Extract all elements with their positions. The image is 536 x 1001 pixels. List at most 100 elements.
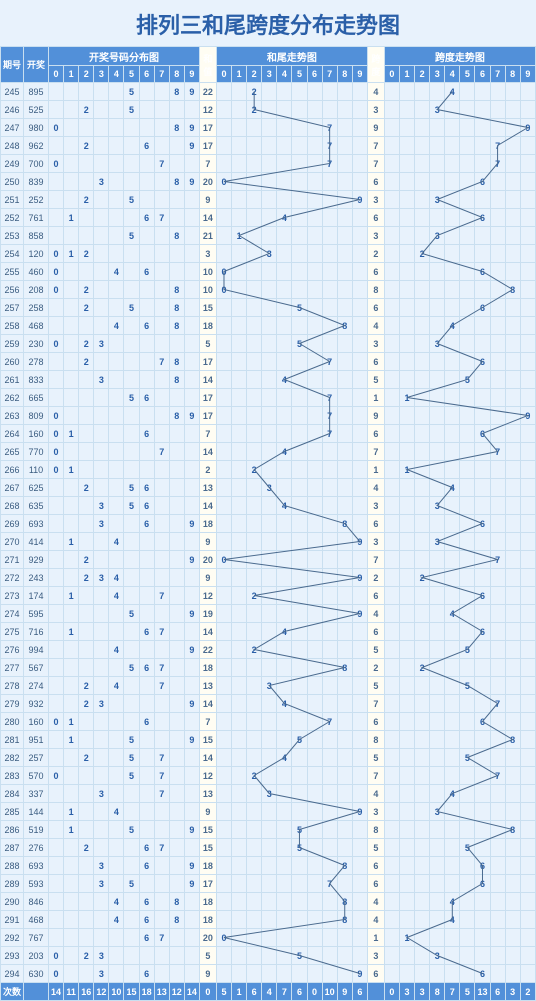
cell-span-trend	[490, 893, 505, 911]
cell-tail	[307, 335, 322, 353]
cell-span-trend	[460, 137, 475, 155]
cell-tail	[232, 803, 247, 821]
cell-tail	[307, 281, 322, 299]
cell-tail	[262, 191, 277, 209]
cell-span-trend	[399, 803, 414, 821]
cell-span-trend	[384, 947, 399, 965]
cell-sum: 18	[199, 515, 216, 533]
cell-dist	[154, 605, 169, 623]
cell-dist	[184, 623, 199, 641]
cell-span-trend	[445, 191, 460, 209]
cell-tail	[322, 821, 337, 839]
cell-dist	[124, 335, 139, 353]
cell-sum: 15	[199, 839, 216, 857]
cell-span-trend	[505, 353, 520, 371]
cell-span-trend	[399, 281, 414, 299]
cell-tail	[337, 587, 352, 605]
cell-dist	[79, 461, 94, 479]
cell-tail	[232, 749, 247, 767]
footer-cell: 2	[520, 983, 535, 1001]
cell-tail	[216, 947, 231, 965]
cell-dist	[49, 749, 64, 767]
cell-tail	[352, 821, 367, 839]
footer-cell: 3	[399, 983, 414, 1001]
cell-span-trend	[505, 407, 520, 425]
table-row: 2801600167766	[1, 713, 536, 731]
cell-span-trend	[505, 209, 520, 227]
cell-draw: 276	[24, 839, 49, 857]
cell-tail	[247, 551, 262, 569]
cell-issue: 288	[1, 857, 24, 875]
cell-span-trend: 1	[399, 389, 414, 407]
cell-dist: 1	[64, 245, 79, 263]
footer-row: 次数14111612101518131214051647601096033875…	[1, 983, 536, 1001]
cell-tail	[216, 587, 231, 605]
cell-span-trend	[505, 947, 520, 965]
cell-span-trend	[430, 245, 445, 263]
cell-span-trend	[490, 497, 505, 515]
cell-span-trend	[490, 875, 505, 893]
cell-tail	[247, 371, 262, 389]
cell-dist	[124, 569, 139, 587]
cell-span-trend	[399, 173, 414, 191]
cell-span-trend	[384, 515, 399, 533]
cell-tail	[232, 767, 247, 785]
cell-span-trend	[445, 461, 460, 479]
cell-issue: 286	[1, 821, 24, 839]
cell-span-trend: 9	[520, 119, 535, 137]
cell-dist	[49, 173, 64, 191]
cell-dist	[94, 299, 109, 317]
cell-dist	[124, 713, 139, 731]
cell-span-trend: 6	[475, 857, 490, 875]
cell-sum: 13	[199, 677, 216, 695]
cell-dist: 8	[169, 299, 184, 317]
cell-tail	[247, 191, 262, 209]
cell-span: 2	[367, 245, 384, 263]
cell-tail: 2	[247, 461, 262, 479]
cell-dist	[64, 191, 79, 209]
cell-span: 7	[367, 155, 384, 173]
cell-dist	[49, 497, 64, 515]
cell-tail	[232, 947, 247, 965]
cell-draw: 257	[24, 749, 49, 767]
cell-tail: 0	[216, 551, 231, 569]
cell-dist: 3	[94, 857, 109, 875]
cell-dist: 6	[139, 389, 154, 407]
cell-dist	[169, 947, 184, 965]
cell-span-trend	[430, 83, 445, 101]
cell-tail	[322, 533, 337, 551]
hdr-digit: 4	[277, 66, 292, 83]
cell-sum: 17	[199, 137, 216, 155]
cell-dist: 2	[79, 245, 94, 263]
cell-dist: 3	[94, 371, 109, 389]
cell-tail	[307, 461, 322, 479]
cell-tail	[262, 371, 277, 389]
cell-dist	[79, 929, 94, 947]
cell-span-trend: 2	[415, 659, 430, 677]
cell-tail	[262, 155, 277, 173]
cell-span: 5	[367, 839, 384, 857]
cell-dist	[64, 263, 79, 281]
cell-tail	[247, 713, 262, 731]
cell-dist	[154, 821, 169, 839]
cell-span-trend: 4	[445, 893, 460, 911]
hdr-digit: 3	[430, 66, 445, 83]
cell-tail	[307, 353, 322, 371]
cell-span-trend	[490, 641, 505, 659]
cell-dist	[94, 929, 109, 947]
cell-tail	[307, 623, 322, 641]
cell-dist	[49, 317, 64, 335]
cell-draw: 700	[24, 155, 49, 173]
cell-dist	[64, 911, 79, 929]
cell-tail	[247, 407, 262, 425]
cell-span-trend	[415, 515, 430, 533]
table-row: 29084646818844	[1, 893, 536, 911]
cell-tail	[322, 731, 337, 749]
cell-sum: 14	[199, 371, 216, 389]
cell-dist	[94, 587, 109, 605]
cell-span-trend	[430, 209, 445, 227]
cell-sum: 13	[199, 785, 216, 803]
cell-tail	[337, 209, 352, 227]
cell-dist	[139, 551, 154, 569]
cell-tail	[277, 425, 292, 443]
